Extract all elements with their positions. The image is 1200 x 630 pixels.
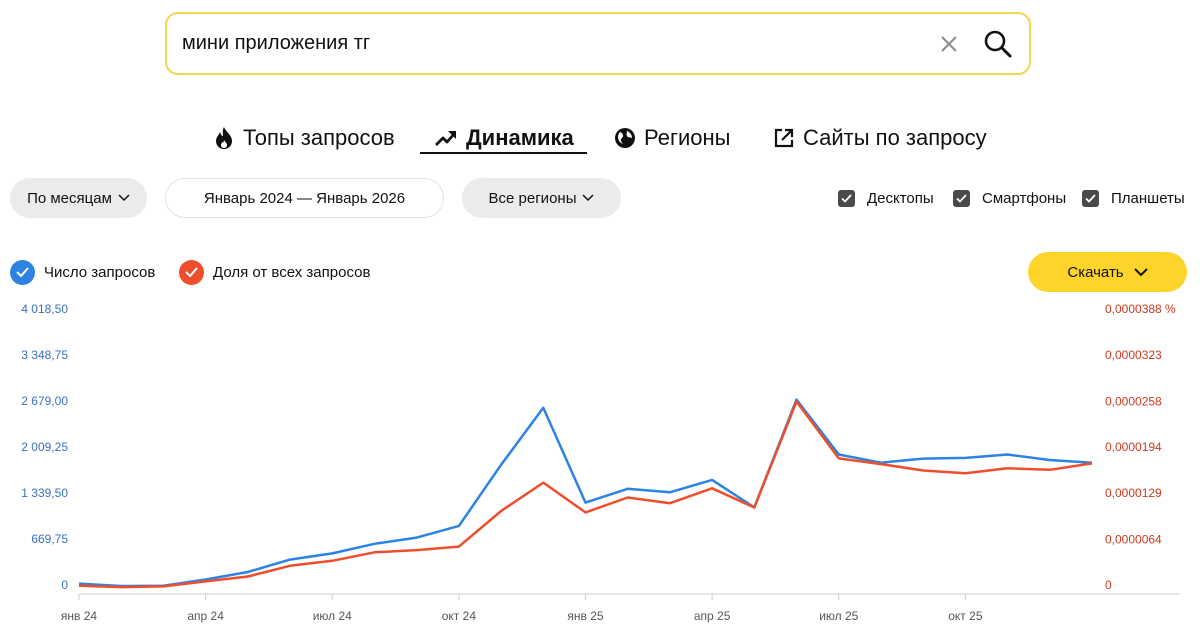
tab-dynamics[interactable]: Динамика bbox=[434, 120, 574, 156]
download-button[interactable]: Скачать bbox=[1028, 252, 1187, 292]
legend-label: Число запросов bbox=[44, 263, 156, 281]
checkbox-label: Десктопы bbox=[867, 189, 934, 207]
period-label: По месяцам bbox=[27, 189, 112, 207]
y-right-tick-label: 0 bbox=[1105, 578, 1112, 592]
checkbox-smartphones[interactable]: Смартфоны bbox=[953, 188, 1066, 208]
x-tick-label: янв 24 bbox=[61, 609, 98, 623]
close-icon[interactable] bbox=[937, 32, 961, 56]
series-line-queries bbox=[78, 398, 1093, 588]
y-left-tick-label: 2 679,00 bbox=[21, 394, 68, 408]
y-right-tick-label: 0,0000129 bbox=[1105, 486, 1162, 500]
external-link-icon bbox=[774, 128, 794, 148]
y-left-tick-label: 4 018,50 bbox=[21, 302, 68, 316]
globe-icon bbox=[615, 128, 635, 148]
chevron-down-icon bbox=[1133, 267, 1148, 276]
legend-check-icon bbox=[179, 259, 204, 285]
line-chart: 0 669,75 1 339,50 2 009,25 2 679,00 3 348,75 4… bbox=[21, 302, 1180, 623]
x-tick-label: янв 25 bbox=[567, 609, 604, 623]
tab-sites[interactable]: Сайты по запросу bbox=[773, 120, 987, 156]
tab-label: Динамика bbox=[466, 125, 574, 150]
tab-label: Топы запросов bbox=[243, 125, 395, 150]
legend-label: Доля от всех запросов bbox=[213, 263, 371, 281]
x-tick-label: апр 25 bbox=[694, 609, 731, 623]
checkbox-checked-icon bbox=[838, 189, 855, 207]
download-label: Скачать bbox=[1067, 263, 1124, 281]
y-left-tick-label: 2 009,25 bbox=[21, 440, 68, 454]
legend-item-share[interactable]: Доля от всех запросов bbox=[179, 259, 370, 285]
series-line-share bbox=[78, 400, 1093, 589]
legend-item-queries[interactable]: Число запросов bbox=[10, 259, 155, 285]
y-right-tick-label: 0,0000323 bbox=[1105, 348, 1162, 362]
active-tab-indicator bbox=[420, 152, 587, 154]
trend-up-icon bbox=[435, 131, 457, 146]
regions-select[interactable]: Все регионы bbox=[462, 178, 621, 218]
y-right-tick-label: 0,0000388 % bbox=[1105, 302, 1176, 316]
tab-label: Регионы bbox=[644, 125, 731, 150]
tab-top-queries[interactable]: Топы запросов bbox=[213, 120, 395, 156]
date-range-label: Январь 2024 — Январь 2026 bbox=[203, 189, 406, 207]
x-tick-label: июл 25 bbox=[819, 609, 858, 623]
tab-regions[interactable]: Регионы bbox=[614, 120, 730, 156]
search-input[interactable]: мини приложения тг bbox=[182, 32, 371, 54]
y-right-tick-label: 0,0000064 bbox=[1105, 532, 1162, 546]
date-range-picker[interactable]: Январь 2024 — Январь 2026 bbox=[165, 178, 444, 218]
y-right-tick-label: 0,0000194 bbox=[1105, 440, 1162, 454]
chevron-down-icon bbox=[582, 194, 595, 202]
tab-label: Сайты по запросу bbox=[803, 125, 987, 150]
x-tick-label: окт 25 bbox=[948, 609, 983, 623]
legend-check-icon bbox=[10, 259, 35, 285]
y-left-tick-label: 669,75 bbox=[31, 532, 68, 546]
checkbox-tablets[interactable]: Планшеты bbox=[1082, 188, 1185, 208]
x-tick-label: июл 24 bbox=[313, 609, 352, 623]
y-right-tick-label: 0,0000258 bbox=[1105, 394, 1162, 408]
y-left-tick-label: 1 339,50 bbox=[21, 486, 68, 500]
checkbox-checked-icon bbox=[1082, 189, 1099, 207]
x-tick-label: окт 24 bbox=[442, 609, 477, 623]
regions-label: Все регионы bbox=[488, 189, 577, 207]
fire-icon bbox=[216, 127, 232, 149]
period-select[interactable]: По месяцам bbox=[10, 178, 147, 218]
search-icon[interactable] bbox=[983, 29, 1013, 59]
chevron-down-icon bbox=[118, 194, 130, 202]
x-tick-label: апр 24 bbox=[187, 609, 224, 623]
checkbox-desktops[interactable]: Десктопы bbox=[838, 188, 934, 208]
checkbox-label: Смартфоны bbox=[982, 189, 1067, 207]
y-left-tick-label: 0 bbox=[61, 578, 68, 592]
checkbox-checked-icon bbox=[953, 189, 970, 207]
y-left-tick-label: 3 348,75 bbox=[21, 348, 68, 362]
search-box[interactable]: мини приложения тг bbox=[165, 12, 1031, 75]
checkbox-label: Планшеты bbox=[1111, 189, 1185, 207]
